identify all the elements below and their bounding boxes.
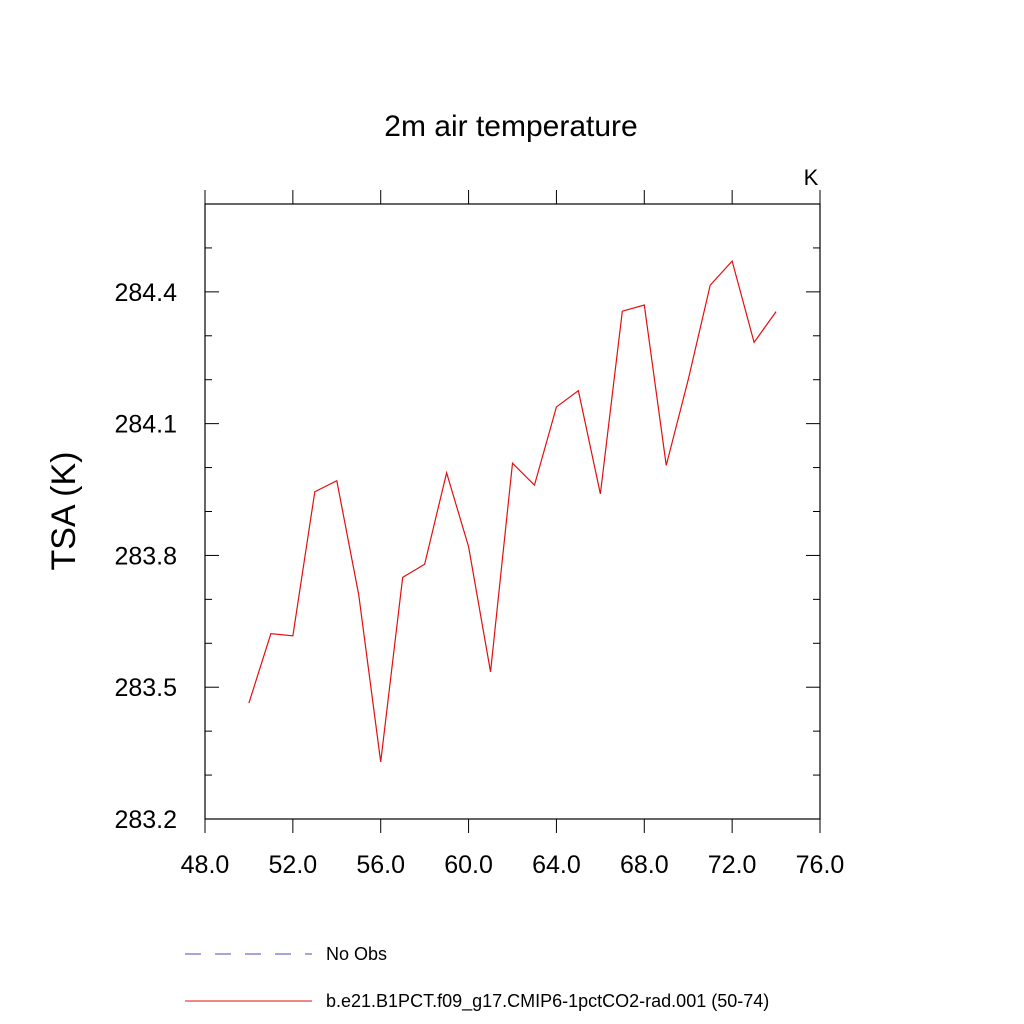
x-tick-label: 48.0 [181,851,230,879]
x-tick-label: 56.0 [356,851,405,879]
x-tick-label: 76.0 [796,851,845,879]
x-tick-label: 52.0 [269,851,318,879]
series-line-1 [248,259,777,762]
legend-label-no-obs: No Obs [326,944,387,964]
y-tick-label: 284.1 [114,411,177,439]
units-label: K [804,165,819,190]
x-tick-label: 68.0 [620,851,669,879]
chart-title: 2m air temperature [384,110,637,143]
y-tick-label: 283.8 [114,542,177,570]
y-axis-ticks: 283.2 283.5 283.8 284.1 284.4 [114,203,820,834]
x-tick-label: 60.0 [444,851,493,879]
legend-label-model-run: b.e21.B1PCT.f09_g17.CMIP6-1pctCO2-rad.00… [326,991,769,1012]
y-tick-label: 283.5 [114,674,177,702]
x-axis-ticks: 48.0 52.0 56.0 60.0 64.0 68.0 72.0 76.0 [181,190,845,879]
plot-frame [204,203,821,820]
legend: No Obs b.e21.B1PCT.f09_g17.CMIP6-1pctCO2… [185,944,769,1012]
y-axis-label: TSA (K) [45,451,83,570]
x-tick-label: 64.0 [532,851,581,879]
y-tick-label: 283.2 [114,806,177,834]
x-tick-label: 72.0 [708,851,757,879]
y-tick-label: 284.4 [114,279,177,307]
series-layer [248,259,777,762]
